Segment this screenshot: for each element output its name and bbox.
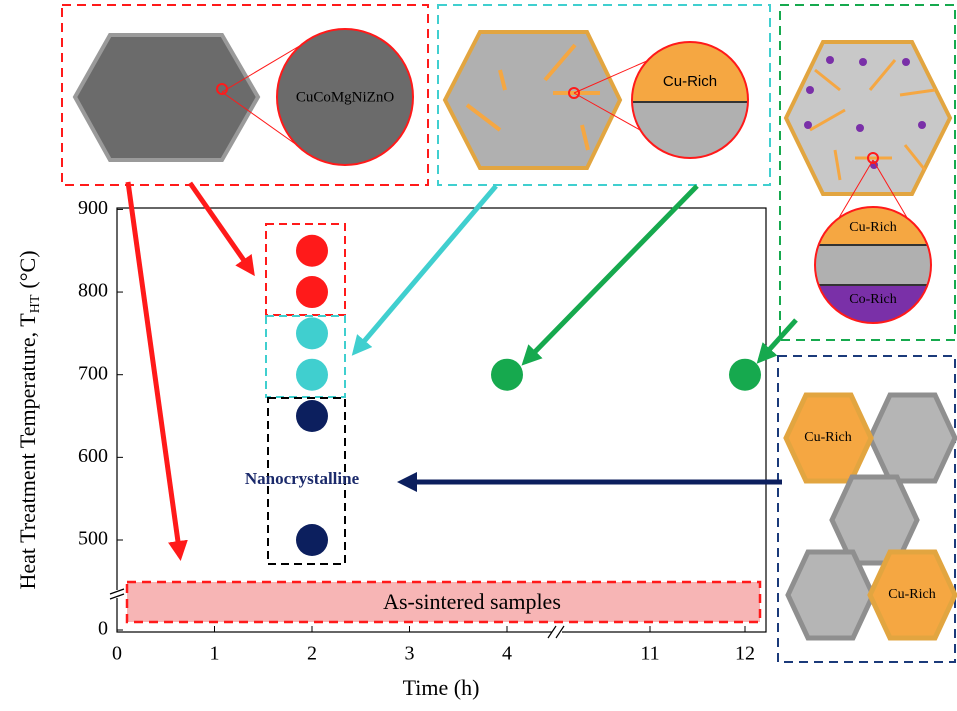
annotation: Co-Rich	[849, 292, 896, 307]
x-tick-label: 3	[405, 643, 415, 665]
precipitates-co	[804, 56, 926, 169]
panel-box	[777, 355, 956, 663]
point	[296, 400, 328, 433]
x-tick-label: 2	[307, 643, 317, 665]
annotation: As-sintered samples	[383, 589, 561, 614]
precipitates	[465, 43, 600, 151]
y-axis-label-text: Heat Treatment Temperature, T	[15, 313, 40, 590]
y-axis-label: Heat Treatment Temperature, THT (°C)	[15, 250, 43, 589]
zoom-spot	[568, 87, 580, 99]
precipitates	[809, 59, 936, 181]
y-tick-label: 0	[98, 618, 108, 640]
x-axis-label: Time (h)	[403, 675, 480, 700]
y-tick-label: 500	[78, 528, 108, 550]
y-axis-label-sub: HT	[28, 294, 43, 313]
x-tick-label: 11	[640, 643, 659, 665]
annotation: CuCoMgNiZnO	[296, 89, 395, 105]
y-tick-label: 700	[78, 362, 108, 384]
x-tick-label: 0	[112, 643, 122, 665]
zoom-circle	[631, 41, 749, 159]
annotation: Cu-Rich	[804, 430, 851, 445]
nanograins	[783, 392, 957, 641]
point	[296, 317, 328, 350]
zoom-spot	[216, 83, 228, 95]
annotation: Cu-Rich	[663, 73, 717, 90]
panel-box	[437, 4, 771, 186]
arrows	[125, 181, 798, 561]
plot-frame	[116, 207, 767, 633]
y-tick-label: 900	[78, 197, 108, 219]
y-axis-label-unit: (°C)	[15, 250, 40, 288]
zoom-circle	[276, 28, 414, 166]
point	[296, 276, 328, 309]
annotation: Nanocrystalline	[245, 469, 360, 488]
x-tick-label: 1	[210, 643, 220, 665]
group-box	[265, 315, 346, 398]
point	[296, 524, 328, 556]
point	[296, 358, 328, 391]
point	[729, 358, 761, 391]
y-tick-label: 800	[78, 280, 108, 302]
x-tick-label: 4	[502, 643, 512, 665]
annotation: Cu-Rich	[888, 587, 935, 602]
grain	[442, 30, 623, 170]
as-sintered-band	[125, 580, 762, 624]
x-tick-label: 12	[735, 643, 755, 665]
zoom-circle	[814, 206, 932, 324]
zoom-spot	[867, 152, 879, 164]
point	[296, 234, 328, 267]
axis-breaks	[109, 588, 565, 639]
grain	[72, 33, 261, 162]
panel-box	[61, 4, 429, 186]
group-box	[267, 397, 346, 565]
annotation: Cu-Rich	[849, 220, 896, 235]
y-tick-label: 600	[78, 445, 108, 467]
grain	[783, 40, 953, 196]
point	[491, 358, 523, 391]
